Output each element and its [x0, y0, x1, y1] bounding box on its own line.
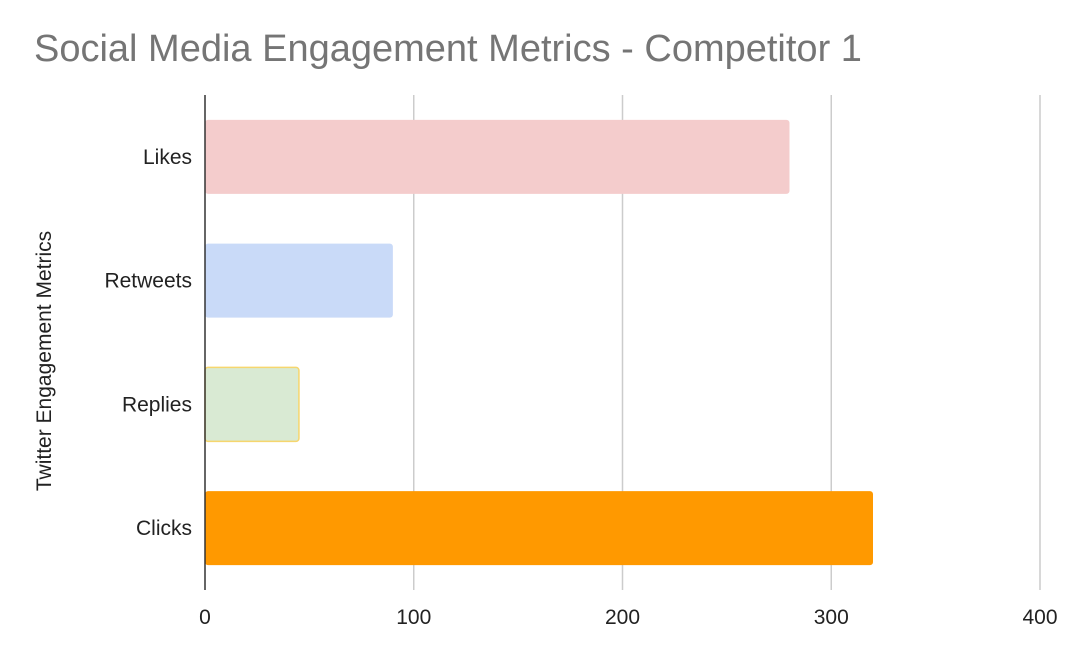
y-tick-label-clicks: Clicks — [136, 517, 192, 540]
bar-retweets — [205, 243, 393, 318]
bar-replies — [204, 366, 300, 443]
chart-title: Social Media Engagement Metrics - Compet… — [34, 28, 862, 70]
x-tick-label-400: 400 — [1022, 606, 1057, 629]
labels: 0 100 200 300 400 Likes Retweets Replies Clicks T… — [33, 146, 1058, 629]
x-tick-label-200: 200 — [605, 606, 640, 629]
x-tick-label-100: 100 — [396, 606, 431, 629]
x-tick-label-0: 0 — [199, 606, 211, 629]
y-tick-label-retweets: Retweets — [104, 270, 192, 293]
bars — [204, 119, 873, 566]
x-tick-label-300: 300 — [814, 606, 849, 629]
y-tick-label-replies: Replies — [122, 393, 192, 416]
bar-likes — [205, 119, 790, 194]
bar-clicks — [205, 491, 873, 566]
y-axis-title: Twitter Engagement Metrics — [33, 231, 56, 491]
y-tick-label-likes: Likes — [143, 146, 192, 169]
